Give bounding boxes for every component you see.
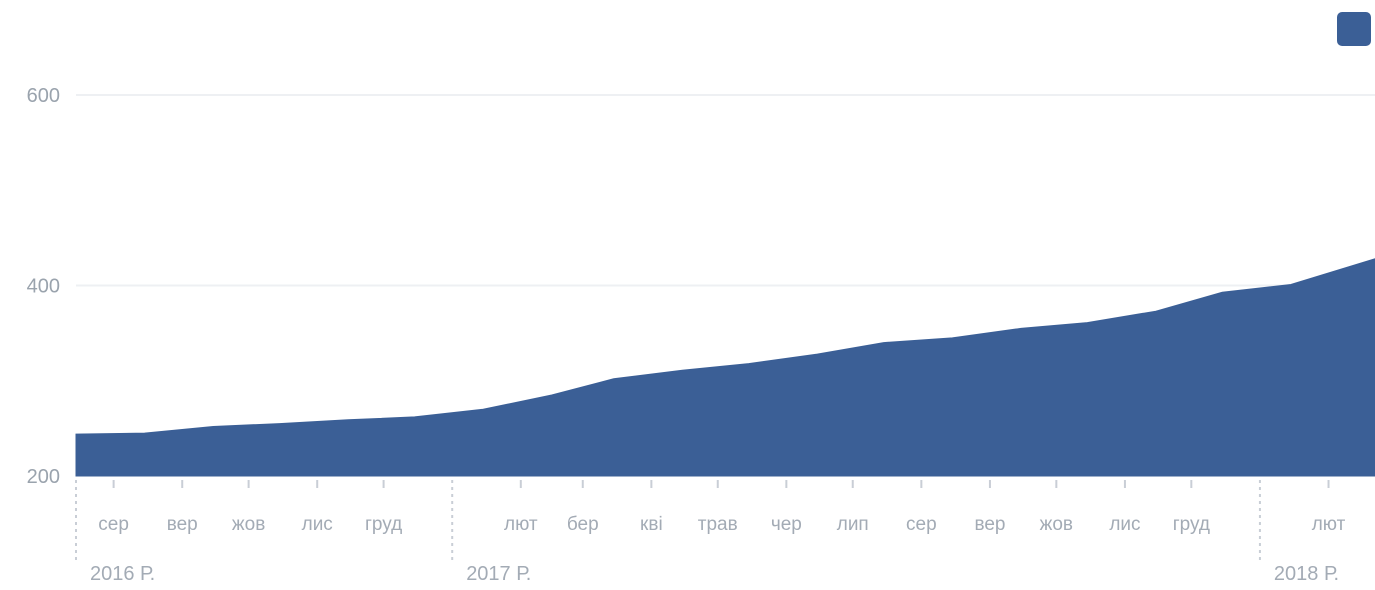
- x-tick-label: кві: [640, 514, 663, 535]
- x-tick-label: жов: [232, 514, 265, 535]
- year-label: 2016 Р.: [90, 563, 155, 585]
- y-tick-label: 600: [27, 85, 60, 107]
- legend-swatch: [1337, 12, 1371, 46]
- x-tick-label: лют: [504, 514, 538, 535]
- x-tick-label: трав: [698, 514, 738, 535]
- year-label: 2017 Р.: [466, 563, 531, 585]
- y-tick-label: 400: [27, 276, 60, 298]
- x-tick-label: лис: [302, 514, 333, 535]
- x-axis: сер вер жов лис груд лют бер кві трав чер лип сер ве…: [75, 480, 1346, 585]
- x-tick-label: вер: [974, 514, 1005, 535]
- y-axis: 200 400 600: [27, 85, 60, 488]
- x-tick-label: лип: [837, 514, 869, 535]
- x-tick-label: груд: [365, 514, 402, 535]
- legend: [1337, 12, 1371, 46]
- area-series: [75, 258, 1375, 477]
- x-tick-label: жов: [1040, 514, 1073, 535]
- year-label: 2018 Р.: [1274, 563, 1339, 585]
- y-tick-label: 200: [27, 466, 60, 488]
- x-tick-label: сер: [906, 514, 937, 535]
- x-tick-label: лют: [1312, 514, 1346, 535]
- x-tick-label: чер: [771, 514, 802, 535]
- x-tick-label: груд: [1173, 514, 1210, 535]
- x-tick-label: лис: [1109, 514, 1140, 535]
- x-tick-label: вер: [167, 514, 198, 535]
- area-fill: [75, 258, 1375, 477]
- x-tick-label: бер: [567, 514, 599, 535]
- x-tick-label: сер: [98, 514, 129, 535]
- grid-lines: [76, 94, 1375, 287]
